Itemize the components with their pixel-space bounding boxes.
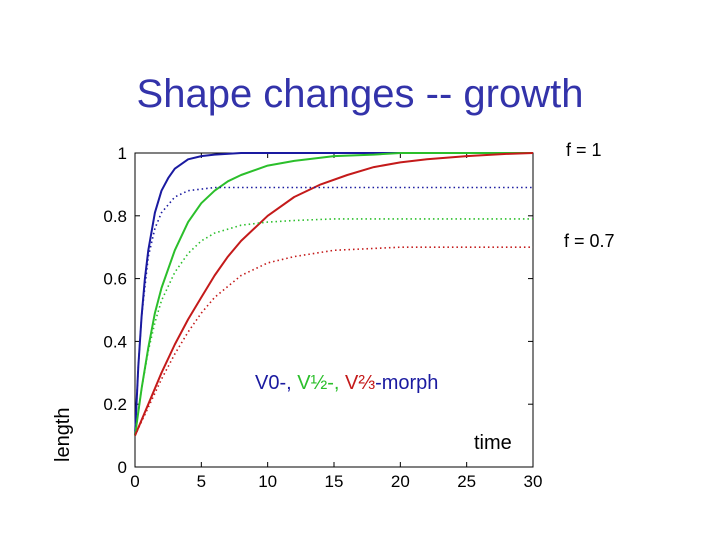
y-tick-label: 0.4 xyxy=(103,332,127,351)
x-tick-label: 0 xyxy=(130,472,139,491)
y-tick-label: 0 xyxy=(118,458,127,477)
y-tick-label: 0.6 xyxy=(103,270,127,289)
slide-title: Shape changes -- growth xyxy=(136,72,584,116)
legend-part-v0: V0-, xyxy=(255,372,298,394)
series-lines xyxy=(134,152,534,436)
x-axis-label: time xyxy=(474,432,512,454)
y-tick-label: 1 xyxy=(118,144,127,163)
legend-part-v-two-thirds: V⅔ xyxy=(345,372,376,394)
series-line-3 xyxy=(134,186,533,436)
x-tick-label: 20 xyxy=(391,472,410,491)
legend-part-morph: -morph xyxy=(375,372,439,394)
x-tick-label: 10 xyxy=(258,472,277,491)
series-line-1 xyxy=(134,152,533,436)
series-line-2 xyxy=(134,152,534,436)
x-tick-label: 30 xyxy=(524,472,543,491)
series-line-0 xyxy=(134,152,533,436)
series-line-4 xyxy=(134,218,533,436)
x-tick-label: 5 xyxy=(197,472,206,491)
legend-part-v-half: V½-, xyxy=(297,372,346,394)
legend-note: V0-, V½-, V⅔-morph xyxy=(255,372,438,395)
y-tick-label: 0.8 xyxy=(103,207,127,226)
annotation-f1: f = 1 xyxy=(566,140,602,160)
y-tick-label: 0.2 xyxy=(103,395,127,414)
x-tick-label: 25 xyxy=(457,472,476,491)
annotation-f07: f = 0.7 xyxy=(564,231,615,251)
x-tick-label: 15 xyxy=(325,472,344,491)
series-line-5 xyxy=(134,246,533,436)
y-axis-label: length xyxy=(52,407,74,463)
axis-ticks: 0 5 10 15 20 25 30 0 0.2 0.4 0.6 0.8 1 xyxy=(103,144,542,491)
